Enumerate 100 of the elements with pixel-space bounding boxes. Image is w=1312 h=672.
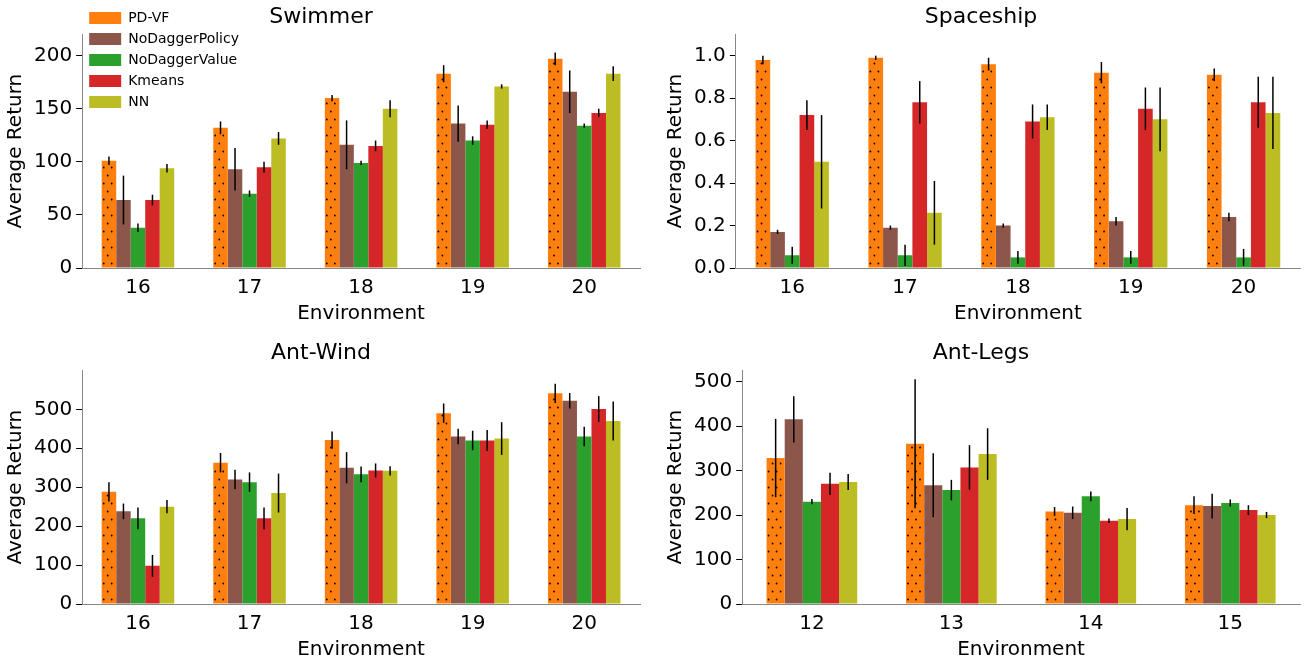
legend-label: PD-VF: [128, 8, 170, 25]
bar: [1099, 520, 1119, 604]
bar: [1203, 506, 1222, 604]
y-tick-label: 300: [693, 456, 733, 481]
x-tick-label: 18: [348, 274, 374, 299]
bar: [213, 127, 228, 268]
bar: [256, 167, 272, 268]
bar: [494, 86, 509, 268]
bar: [1094, 72, 1109, 268]
y-tick-label: 300: [33, 473, 73, 498]
bar: [784, 419, 803, 604]
x-tick-label: 14: [1078, 610, 1104, 635]
bar: [1236, 257, 1251, 268]
legend-label: NoDaggerValue: [128, 50, 238, 67]
bar: [839, 482, 858, 604]
bar: [562, 91, 577, 268]
bar: [770, 231, 785, 268]
x-tick-label: 19: [459, 610, 486, 635]
x-tick-label: 18: [1005, 274, 1031, 299]
bar: [271, 493, 286, 604]
y-tick-label: 0: [59, 590, 73, 615]
bar: [339, 144, 354, 268]
bar: [101, 160, 117, 268]
bar: [339, 467, 354, 604]
x-tick-label: 12: [799, 610, 825, 635]
bar: [1257, 515, 1276, 604]
bar: [450, 436, 466, 604]
chart-title: Spaceship: [924, 2, 1038, 28]
legend-label: NoDaggerPolicy: [128, 29, 239, 46]
bar: [450, 123, 466, 268]
y-tick-label: 500: [693, 367, 733, 392]
bar: [465, 140, 480, 268]
bar: [116, 200, 131, 268]
bar: [494, 438, 509, 604]
bar: [101, 491, 117, 604]
bar: [256, 518, 272, 604]
bar: [1184, 505, 1204, 604]
bar: [802, 501, 821, 604]
bar: [242, 482, 257, 604]
bar: [436, 413, 451, 604]
bar: [912, 102, 928, 268]
bar: [820, 483, 840, 604]
bar: [227, 479, 243, 604]
y-tick-label: 100: [693, 545, 733, 570]
legend-label: NN: [128, 92, 150, 109]
x-tick-label: 16: [125, 274, 151, 299]
y-tick-label: 100: [33, 551, 73, 576]
y-tick-label: 0.0: [693, 254, 726, 279]
bar: [353, 474, 369, 604]
bar: [978, 454, 997, 604]
bar: [1025, 121, 1040, 268]
bar: [479, 440, 495, 604]
chart-title: Ant-Legs: [932, 338, 1030, 364]
y-tick-label: 50: [46, 201, 73, 226]
bar: [130, 227, 146, 268]
x-tick-label: 13: [938, 610, 965, 635]
bar: [1206, 74, 1222, 268]
x-tick-label: 20: [1230, 274, 1257, 299]
y-axis-title: Average Return: [662, 73, 687, 229]
bar: [1138, 108, 1153, 268]
bar: [465, 440, 480, 604]
bar: [271, 138, 286, 268]
bar: [1118, 519, 1137, 604]
x-axis-title: Environment: [297, 636, 426, 661]
y-axis-title: Average Return: [2, 73, 27, 229]
bar: [591, 408, 606, 604]
bar: [799, 115, 815, 268]
bar: [591, 112, 606, 268]
bar: [547, 393, 563, 604]
bar: [1081, 496, 1100, 604]
bar: [227, 169, 243, 268]
bar: [1265, 112, 1281, 268]
x-tick-label: 17: [236, 610, 263, 635]
bar: [368, 145, 383, 268]
bar: [605, 421, 621, 604]
bar: [1063, 512, 1082, 604]
x-tick-label: 19: [1118, 274, 1144, 299]
y-axis-title: Average Return: [2, 409, 27, 565]
bar: [242, 193, 257, 268]
y-tick-label: 0.4: [693, 169, 726, 194]
bar: [1108, 221, 1124, 268]
bar: [116, 511, 131, 604]
bar: [766, 458, 785, 604]
y-tick-label: 400: [33, 434, 73, 459]
bar: [382, 108, 398, 268]
bar: [159, 506, 175, 604]
x-tick-label: 17: [892, 274, 918, 299]
bar: [883, 227, 898, 268]
x-axis-title: Environment: [957, 636, 1086, 661]
y-tick-label: 200: [33, 512, 73, 537]
bar: [814, 161, 829, 268]
x-tick-label: 17: [236, 274, 263, 299]
y-tick-label: 0: [719, 590, 733, 615]
bar: [353, 162, 369, 268]
bar: [382, 470, 398, 604]
bar: [547, 58, 563, 268]
x-tick-label: 20: [571, 274, 597, 299]
bar: [576, 436, 592, 604]
bar: [368, 470, 383, 604]
bar: [784, 255, 800, 268]
